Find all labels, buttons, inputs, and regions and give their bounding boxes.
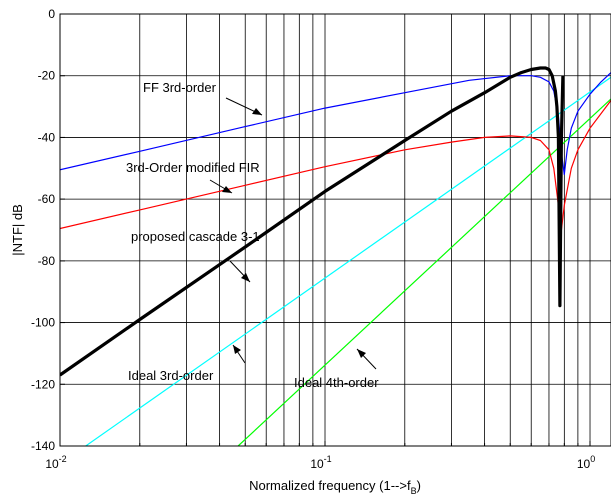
series-line-fir3 <box>60 100 611 231</box>
annotation-arrowhead-cascade <box>241 273 250 282</box>
x-tick-base: 10 <box>577 457 591 471</box>
x-tick-base: 10 <box>310 457 324 471</box>
y-tick-label: 0 <box>48 7 55 21</box>
x-tick-label: 100 <box>577 454 595 471</box>
x-tick-base: 10 <box>45 457 59 471</box>
x-axis-label-main: Normalized frequency (1-->f <box>249 478 411 493</box>
annotation-ff-3rd-order: FF 3rd-order <box>143 80 217 95</box>
series-line-ideal4 <box>237 98 611 446</box>
y-tick-label: -80 <box>38 254 56 268</box>
annotation-ideal-3rd: Ideal 3rd-order <box>128 368 214 383</box>
y-tick-label: -40 <box>38 130 56 144</box>
y-tick-label: -20 <box>38 69 56 83</box>
y-tick-label: -140 <box>31 439 55 453</box>
annotation-arrowhead-fir <box>222 186 232 193</box>
y-tick-label: -100 <box>31 316 55 330</box>
x-tick-label: 10-2 <box>45 454 66 471</box>
annotation-arrowhead-ideal3 <box>233 345 241 354</box>
x-axis-label-sub: B <box>411 486 417 496</box>
x-tick-exponent: -2 <box>59 454 67 464</box>
annotation-ideal-4th: Ideal 4th-order <box>294 375 379 390</box>
series-clip-group <box>60 66 611 446</box>
series-line-ff3 <box>60 72 611 176</box>
series-lines <box>60 66 611 446</box>
x-tick-exponent: -1 <box>324 454 332 464</box>
y-tick-label: -60 <box>38 192 56 206</box>
x-axis-label: Normalized frequency (1-->fB) <box>249 478 421 496</box>
annotation-fir: 3rd-Order modified FIR <box>126 160 260 175</box>
x-tick-exponent: 0 <box>590 454 595 464</box>
x-axis-label-tail: ) <box>417 478 421 493</box>
x-tick-label: 10-1 <box>310 454 331 471</box>
series-line-ideal3 <box>85 76 611 446</box>
y-axis-label: |NTF| dB <box>10 204 25 256</box>
plot-frame <box>59 13 611 447</box>
y-tick-label: -120 <box>31 377 55 391</box>
annotations: FF 3rd-order 3rd-Order modified FIR prop… <box>126 80 379 390</box>
series-line-cascade31 <box>60 66 565 377</box>
annotation-arrowhead-ff <box>252 108 262 115</box>
grid-lines <box>59 13 611 447</box>
annotation-arrowhead-ideal4 <box>357 349 366 358</box>
annotation-cascade: proposed cascade 3-1 <box>131 229 260 244</box>
